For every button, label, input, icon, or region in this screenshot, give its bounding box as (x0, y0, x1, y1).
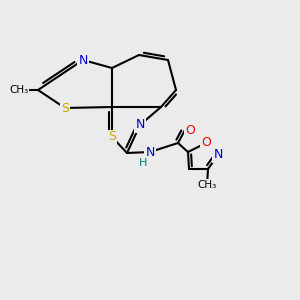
Text: N: N (145, 146, 155, 158)
Text: CH₃: CH₃ (9, 85, 28, 95)
Text: S: S (61, 101, 69, 115)
Text: N: N (78, 53, 88, 67)
Text: S: S (108, 130, 116, 143)
Text: O: O (185, 124, 195, 136)
Text: O: O (201, 136, 211, 149)
Text: H: H (139, 158, 147, 168)
Text: N: N (135, 118, 145, 131)
Text: CH₃: CH₃ (197, 180, 217, 190)
Text: N: N (213, 148, 223, 161)
